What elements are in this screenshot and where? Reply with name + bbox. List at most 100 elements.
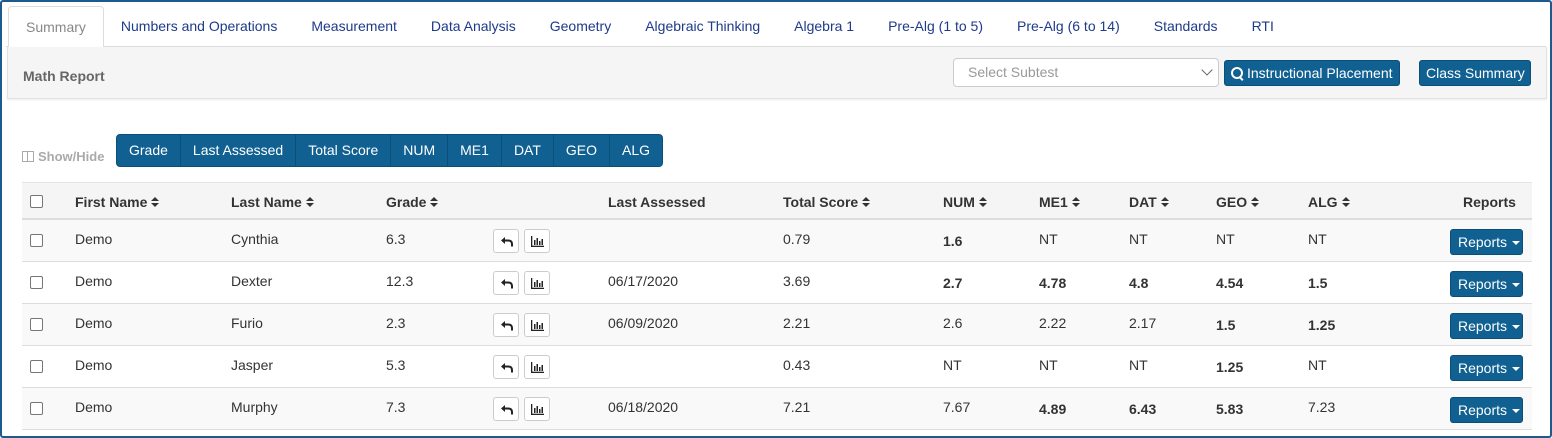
chart-button[interactable] [524, 229, 550, 253]
caret-down-icon [1512, 325, 1521, 329]
toggle-last-assessed[interactable]: Last Assessed [181, 135, 297, 166]
toggle-total-score[interactable]: Total Score [296, 135, 392, 166]
toggle-num[interactable]: NUM [391, 135, 449, 166]
tab-algebraic-thinking[interactable]: Algebraic Thinking [645, 18, 761, 34]
cell-first: Demo [75, 231, 113, 247]
reports-dropdown-button[interactable]: Reports [1450, 355, 1523, 381]
cell-grade: 5.3 [386, 357, 406, 373]
cell-first: Demo [75, 357, 113, 373]
row-checkbox[interactable] [30, 402, 43, 415]
cell-total: 0.43 [783, 357, 811, 373]
header-total-score-label: Total Score [783, 194, 859, 210]
cell-grade: 12.3 [386, 273, 414, 289]
toggle-grade[interactable]: Grade [117, 135, 181, 166]
toggle-alg[interactable]: ALG [622, 142, 651, 158]
instructional-placement-button[interactable]: Instructional Placement [1224, 60, 1400, 86]
header-geo[interactable]: GEO [1216, 194, 1260, 210]
sort-icon [1251, 197, 1260, 207]
tab-measurement[interactable]: Measurement [311, 18, 397, 34]
header-alg[interactable]: ALG [1308, 194, 1350, 210]
reports-dropdown-button[interactable]: Reports [1450, 313, 1523, 339]
caret-down-icon [1512, 283, 1521, 287]
header-me1-label: ME1 [1039, 194, 1068, 210]
cell-last: Furio [231, 315, 263, 331]
table-body: Demo Cynthia 6.3 0.79 1.6 NT NT NT NT Reports Demo… [22, 220, 1532, 430]
row-checkbox[interactable] [30, 318, 43, 331]
tab-geometry[interactable]: Geometry [549, 18, 612, 34]
header-total-score[interactable]: Total Score [783, 194, 871, 210]
reports-dropdown-button[interactable]: Reports [1450, 271, 1523, 297]
tab-standards[interactable]: Standards [1153, 18, 1218, 34]
reports-label: Reports [1458, 360, 1508, 376]
caret-down-icon [1512, 409, 1521, 413]
undo-button[interactable] [493, 355, 519, 379]
cell-dat: 2.17 [1129, 315, 1157, 331]
cell-total: 7.21 [783, 399, 811, 415]
student-table: First Name Last Name Grade Last Assessed… [22, 182, 1532, 430]
cell-me1: NT [1039, 357, 1058, 373]
header-num[interactable]: NUM [943, 194, 987, 210]
cell-total: 3.69 [783, 273, 811, 289]
table-header: First Name Last Name Grade Last Assessed… [22, 182, 1532, 220]
tab-pre-alg-1-to-5[interactable]: Pre-Alg (1 to 5) [888, 18, 984, 34]
undo-icon [501, 237, 513, 247]
cell-dat: NT [1129, 357, 1148, 373]
show-hide-label: Show/Hide [22, 149, 104, 164]
cell-alg: 1.5 [1308, 275, 1328, 291]
chart-button[interactable] [524, 271, 550, 295]
sort-icon [305, 197, 314, 207]
reports-dropdown-button[interactable]: Reports [1450, 229, 1523, 255]
cell-me1: 4.78 [1039, 275, 1067, 291]
tab-algebra-1[interactable]: Algebra 1 [794, 18, 855, 34]
select-all-checkbox[interactable] [30, 195, 43, 208]
header-geo-label: GEO [1216, 194, 1248, 210]
cell-me1: 4.89 [1039, 401, 1067, 417]
table-row: Demo Jasper 5.3 0.43 NT NT NT 1.25 NT Reports [22, 346, 1532, 388]
cell-num: NT [943, 357, 962, 373]
reports-dropdown-button[interactable]: Reports [1450, 397, 1523, 423]
tab-pre-alg-6-to-14[interactable]: Pre-Alg (6 to 14) [1017, 18, 1120, 34]
search-icon [1231, 67, 1243, 79]
tab-rti[interactable]: RTI [1251, 18, 1274, 34]
tab-data-analysis[interactable]: Data Analysis [430, 18, 516, 34]
subtest-select[interactable]: Select Subtest [953, 58, 1219, 87]
cell-num: 1.6 [943, 233, 963, 249]
row-checkbox[interactable] [30, 234, 43, 247]
cell-geo: NT [1216, 231, 1235, 247]
undo-icon [501, 279, 513, 289]
header-last-name[interactable]: Last Name [231, 194, 314, 210]
cell-geo: 1.25 [1216, 359, 1244, 375]
chart-button[interactable] [524, 313, 550, 337]
row-checkbox[interactable] [30, 276, 43, 289]
toggle-dat[interactable]: DAT [502, 135, 554, 166]
tab-summary[interactable]: Summary [8, 6, 104, 48]
cell-alg: 7.23 [1308, 399, 1336, 415]
sort-icon [1341, 197, 1350, 207]
bar-chart-icon [531, 362, 544, 373]
caret-down-icon [1512, 367, 1521, 371]
undo-button[interactable] [493, 229, 519, 253]
reports-label: Reports [1458, 318, 1508, 334]
table-row: Demo Dexter 12.3 06/17/2020 3.69 2.7 4.78 4.8 4.… [22, 262, 1532, 304]
row-checkbox[interactable] [30, 360, 43, 373]
columns-icon [22, 151, 34, 162]
show-hide-text: Show/Hide [38, 149, 105, 164]
instructional-placement-label: Instructional Placement [1247, 65, 1393, 81]
tab-numbers-and-operations[interactable]: Numbers and Operations [120, 18, 278, 34]
undo-button[interactable] [493, 397, 519, 421]
chart-button[interactable] [524, 397, 550, 421]
undo-button[interactable] [493, 271, 519, 295]
cell-geo: 5.83 [1216, 401, 1244, 417]
header-me1[interactable]: ME1 [1039, 194, 1080, 210]
toggle-geo[interactable]: GEO [554, 135, 611, 166]
sort-icon [978, 197, 987, 207]
undo-icon [501, 405, 513, 415]
column-toggle-group: Grade Last Assessed Total Score NUM ME1 DAT GE… [116, 134, 664, 167]
undo-button[interactable] [493, 313, 519, 337]
chart-button[interactable] [524, 355, 550, 379]
header-dat[interactable]: DAT [1129, 194, 1169, 210]
header-first-name[interactable]: First Name [75, 194, 160, 210]
toggle-me1[interactable]: ME1 [448, 135, 502, 166]
class-summary-button[interactable]: Class Summary [1419, 60, 1531, 86]
header-grade[interactable]: Grade [386, 194, 439, 210]
